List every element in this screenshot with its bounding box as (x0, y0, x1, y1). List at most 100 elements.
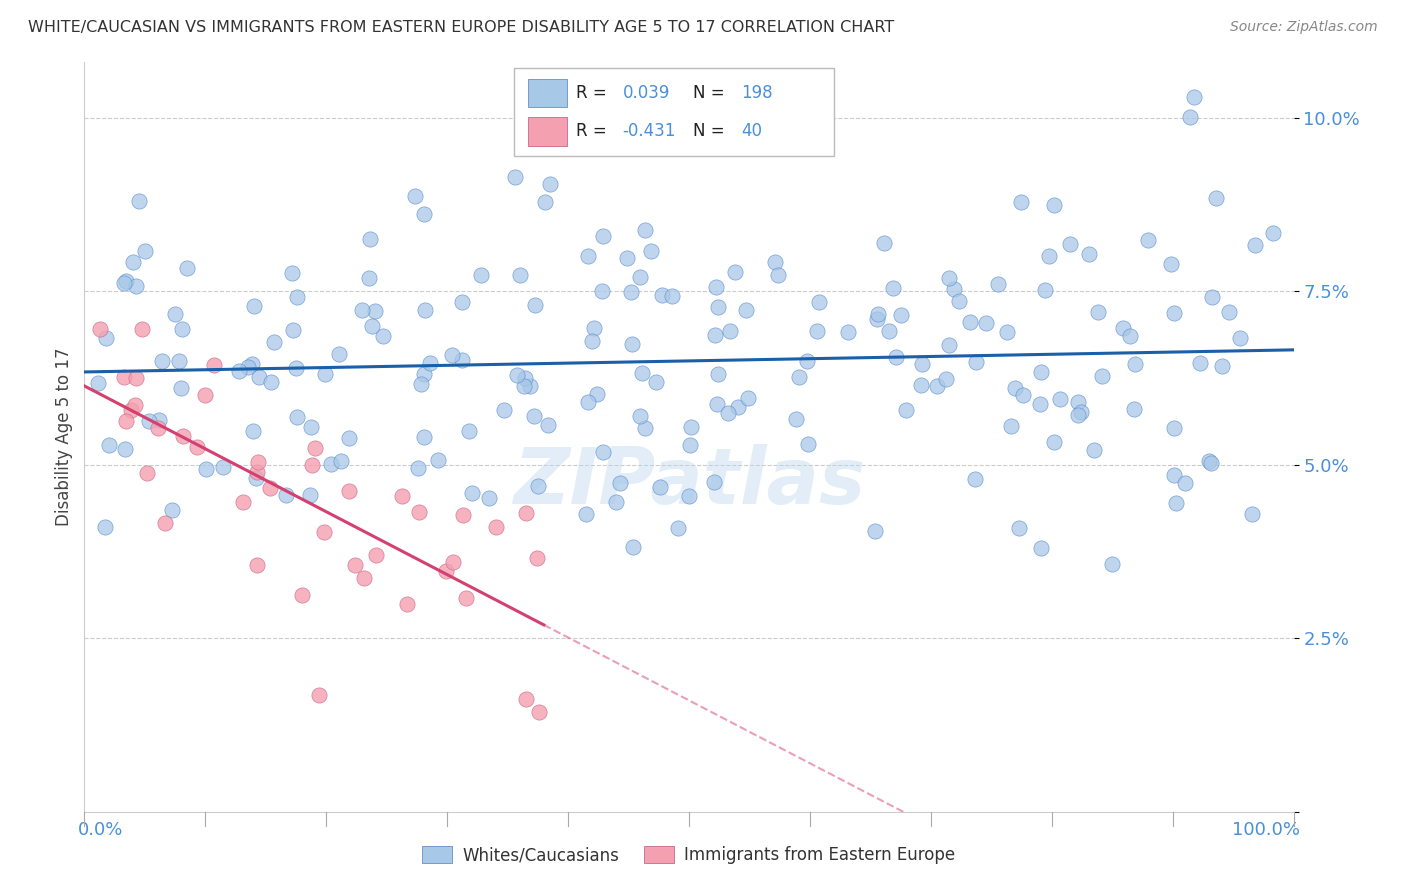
Point (1029, 365, 1052, 379)
Point (631, 366, 654, 380)
Point (172, 429, 194, 443)
Point (527, 705, 550, 719)
Point (1123, 401, 1146, 416)
Text: 198: 198 (741, 84, 772, 103)
Point (866, 312, 889, 326)
Point (925, 379, 948, 393)
Point (246, 465, 269, 479)
Point (413, 303, 436, 318)
Point (1184, 90, 1206, 104)
Point (134, 244, 156, 258)
Point (1174, 475, 1197, 490)
Point (634, 222, 657, 236)
FancyBboxPatch shape (513, 68, 834, 156)
Point (291, 588, 314, 602)
Point (515, 692, 537, 706)
Point (419, 356, 441, 370)
Point (1000, 418, 1022, 433)
Point (963, 472, 986, 486)
Point (1038, 249, 1060, 263)
Point (259, 481, 281, 495)
Text: 40: 40 (741, 122, 762, 140)
Point (359, 270, 381, 285)
Point (882, 281, 904, 295)
Point (246, 558, 269, 573)
Text: -0.431: -0.431 (623, 122, 676, 140)
Bar (529, 117, 567, 145)
Point (1229, 331, 1251, 345)
Point (538, 177, 561, 191)
Point (359, 232, 381, 246)
Point (1067, 408, 1090, 422)
Point (796, 354, 818, 368)
Point (910, 378, 932, 392)
Point (621, 540, 644, 554)
Point (1163, 421, 1185, 435)
Point (735, 302, 758, 317)
Point (974, 316, 997, 330)
Point (1136, 234, 1159, 248)
Point (301, 458, 323, 473)
Point (408, 461, 430, 475)
Point (515, 506, 537, 520)
Point (202, 358, 225, 372)
Point (797, 437, 820, 451)
Point (478, 491, 501, 505)
Point (645, 375, 668, 389)
Point (1163, 467, 1185, 482)
Point (1188, 356, 1211, 370)
Point (451, 294, 474, 309)
Point (163, 307, 186, 321)
Point (1244, 238, 1267, 252)
Point (461, 486, 484, 500)
Point (167, 354, 190, 368)
Point (194, 462, 217, 476)
Point (451, 508, 474, 522)
Point (717, 406, 740, 420)
Point (1070, 405, 1092, 419)
Point (890, 309, 912, 323)
Text: R =: R = (576, 84, 607, 103)
Point (366, 549, 388, 563)
Point (245, 471, 267, 485)
Point (391, 489, 413, 503)
Point (170, 322, 193, 336)
Point (938, 337, 960, 351)
Point (537, 418, 560, 433)
Point (787, 370, 810, 384)
Point (987, 277, 1010, 291)
Text: 100.0%: 100.0% (1232, 821, 1299, 838)
Point (115, 414, 138, 428)
Point (533, 194, 555, 209)
Point (938, 271, 960, 285)
Point (935, 371, 957, 385)
Point (1123, 357, 1146, 371)
Point (586, 387, 609, 401)
Point (148, 413, 170, 427)
Point (965, 355, 987, 369)
Point (1198, 453, 1220, 467)
Point (1101, 557, 1123, 571)
Point (337, 484, 360, 499)
Point (1205, 191, 1227, 205)
Point (576, 395, 599, 409)
Point (651, 288, 673, 302)
Point (413, 367, 436, 381)
Point (704, 327, 727, 342)
Point (503, 169, 526, 184)
Point (337, 431, 360, 445)
Point (524, 298, 547, 312)
Point (412, 207, 434, 221)
Point (96, 331, 118, 345)
Point (246, 455, 269, 469)
Point (519, 379, 541, 393)
Point (94, 519, 117, 533)
Point (131, 322, 153, 336)
Point (640, 244, 662, 259)
Point (319, 457, 342, 471)
Point (1042, 198, 1064, 212)
Point (1112, 321, 1135, 335)
Point (328, 347, 350, 361)
Point (128, 194, 150, 209)
Text: N =: N = (693, 84, 724, 103)
